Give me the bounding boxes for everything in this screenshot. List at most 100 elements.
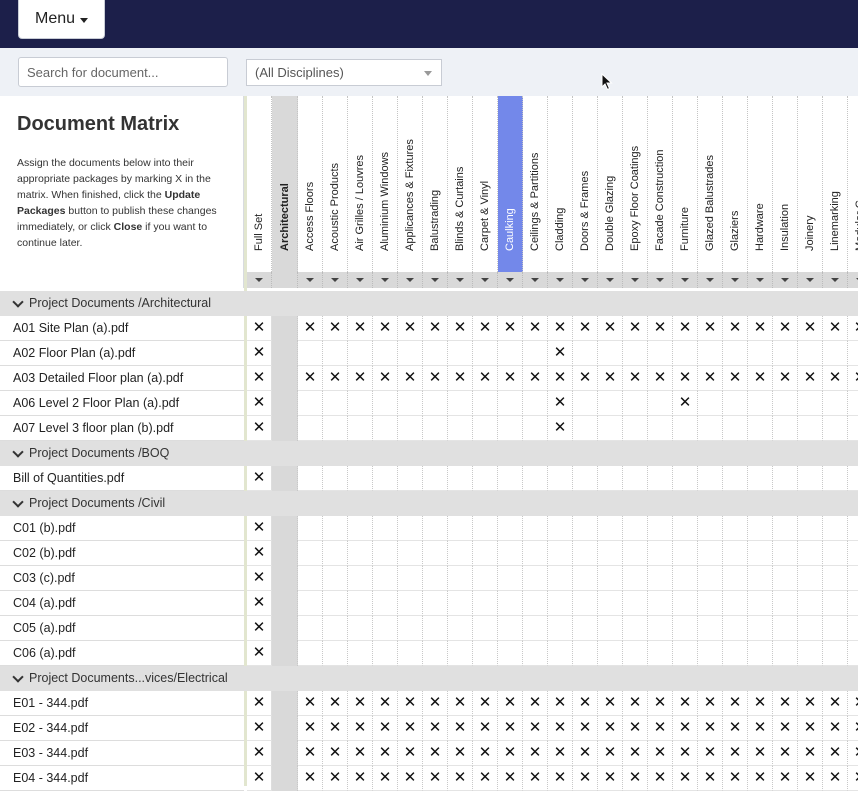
matrix-cell[interactable]: [598, 616, 623, 641]
matrix-cell[interactable]: ✕: [598, 691, 623, 716]
column-filter-furniture[interactable]: [673, 272, 698, 288]
matrix-cell[interactable]: ✕: [548, 416, 573, 441]
matrix-cell[interactable]: ✕: [673, 716, 698, 741]
matrix-cell[interactable]: ✕: [548, 741, 573, 766]
matrix-cell[interactable]: [498, 391, 523, 416]
matrix-cell[interactable]: ✕: [573, 766, 598, 791]
matrix-cell[interactable]: ✕: [848, 316, 858, 341]
matrix-cell[interactable]: [773, 566, 798, 591]
matrix-cell[interactable]: ✕: [448, 316, 473, 341]
matrix-cell[interactable]: ✕: [247, 716, 272, 741]
matrix-cell[interactable]: ✕: [698, 366, 723, 391]
matrix-cell[interactable]: [523, 466, 548, 491]
matrix-cell[interactable]: [423, 341, 448, 366]
matrix-cell[interactable]: ✕: [247, 766, 272, 791]
matrix-cell[interactable]: ✕: [773, 741, 798, 766]
matrix-cell[interactable]: ✕: [673, 766, 698, 791]
matrix-cell[interactable]: [723, 616, 748, 641]
matrix-cell[interactable]: [598, 416, 623, 441]
column-filter-acoustic-products[interactable]: [323, 272, 348, 288]
matrix-cell[interactable]: [323, 566, 348, 591]
matrix-cell[interactable]: [323, 641, 348, 666]
column-filter-access-floors[interactable]: [298, 272, 323, 288]
matrix-cell[interactable]: [548, 566, 573, 591]
matrix-cell[interactable]: ✕: [848, 716, 858, 741]
matrix-cell[interactable]: ✕: [298, 366, 323, 391]
matrix-cell[interactable]: ✕: [247, 341, 272, 366]
matrix-cell[interactable]: ✕: [798, 366, 823, 391]
column-filter-caulking[interactable]: [498, 272, 523, 288]
matrix-cell[interactable]: ✕: [498, 741, 523, 766]
matrix-cell[interactable]: [498, 466, 523, 491]
matrix-cell[interactable]: [723, 341, 748, 366]
matrix-cell[interactable]: ✕: [648, 766, 673, 791]
matrix-cell[interactable]: ✕: [648, 691, 673, 716]
matrix-cell[interactable]: ✕: [247, 741, 272, 766]
matrix-cell[interactable]: ✕: [523, 691, 548, 716]
column-header-aluminium-windows[interactable]: Aluminium Windows: [373, 96, 398, 272]
matrix-cell[interactable]: ✕: [648, 741, 673, 766]
matrix-cell[interactable]: ✕: [798, 716, 823, 741]
matrix-cell[interactable]: ✕: [748, 766, 773, 791]
matrix-cell[interactable]: ✕: [648, 366, 673, 391]
matrix-cell[interactable]: [623, 591, 648, 616]
matrix-cell[interactable]: ✕: [648, 316, 673, 341]
matrix-cell[interactable]: ✕: [598, 766, 623, 791]
column-header-modular-c[interactable]: Modular C...: [848, 96, 858, 272]
matrix-cell[interactable]: [523, 341, 548, 366]
matrix-cell[interactable]: ✕: [247, 416, 272, 441]
matrix-cell[interactable]: ✕: [473, 716, 498, 741]
matrix-cell[interactable]: ✕: [398, 766, 423, 791]
matrix-cell[interactable]: [523, 641, 548, 666]
matrix-cell[interactable]: [348, 341, 373, 366]
matrix-cell[interactable]: [423, 516, 448, 541]
matrix-cell[interactable]: ✕: [473, 766, 498, 791]
matrix-cell[interactable]: [648, 641, 673, 666]
matrix-cell[interactable]: ✕: [323, 366, 348, 391]
matrix-cell[interactable]: [798, 566, 823, 591]
matrix-cell[interactable]: ✕: [398, 366, 423, 391]
matrix-cell[interactable]: ✕: [723, 716, 748, 741]
column-header-epoxy-floor-coatings[interactable]: Epoxy Floor Coatings: [623, 96, 648, 272]
matrix-cell[interactable]: [548, 541, 573, 566]
matrix-cell[interactable]: [323, 341, 348, 366]
matrix-cell[interactable]: [473, 616, 498, 641]
matrix-cell[interactable]: [398, 516, 423, 541]
matrix-cell[interactable]: ✕: [548, 391, 573, 416]
column-filter-air-grilles-louvres[interactable]: [348, 272, 373, 288]
matrix-cell[interactable]: [723, 641, 748, 666]
matrix-cell[interactable]: [423, 541, 448, 566]
matrix-cell[interactable]: [798, 516, 823, 541]
matrix-cell[interactable]: [698, 641, 723, 666]
matrix-cell[interactable]: [823, 466, 848, 491]
column-filter-carpet-vinyl[interactable]: [473, 272, 498, 288]
matrix-cell[interactable]: [623, 341, 648, 366]
matrix-cell[interactable]: [698, 516, 723, 541]
matrix-cell[interactable]: [848, 566, 858, 591]
matrix-cell[interactable]: [448, 341, 473, 366]
matrix-cell[interactable]: ✕: [698, 741, 723, 766]
matrix-cell[interactable]: [773, 616, 798, 641]
matrix-cell[interactable]: [373, 341, 398, 366]
matrix-cell[interactable]: [823, 566, 848, 591]
matrix-cell[interactable]: [823, 541, 848, 566]
matrix-cell[interactable]: [398, 341, 423, 366]
matrix-cell[interactable]: ✕: [773, 366, 798, 391]
matrix-cell[interactable]: [623, 566, 648, 591]
matrix-cell[interactable]: ✕: [247, 691, 272, 716]
matrix-cell[interactable]: ✕: [348, 741, 373, 766]
matrix-cell[interactable]: [598, 466, 623, 491]
matrix-cell[interactable]: [548, 516, 573, 541]
column-filter-aluminium-windows[interactable]: [373, 272, 398, 288]
matrix-cell[interactable]: [798, 541, 823, 566]
matrix-cell[interactable]: [648, 341, 673, 366]
matrix-cell[interactable]: [573, 591, 598, 616]
matrix-cell[interactable]: ✕: [673, 741, 698, 766]
column-header-joinery[interactable]: Joinery: [798, 96, 823, 272]
matrix-cell[interactable]: [348, 516, 373, 541]
matrix-cell[interactable]: ✕: [598, 716, 623, 741]
matrix-cell[interactable]: ✕: [247, 466, 272, 491]
matrix-cell[interactable]: ✕: [748, 366, 773, 391]
matrix-cell[interactable]: ✕: [298, 316, 323, 341]
matrix-cell[interactable]: [498, 541, 523, 566]
